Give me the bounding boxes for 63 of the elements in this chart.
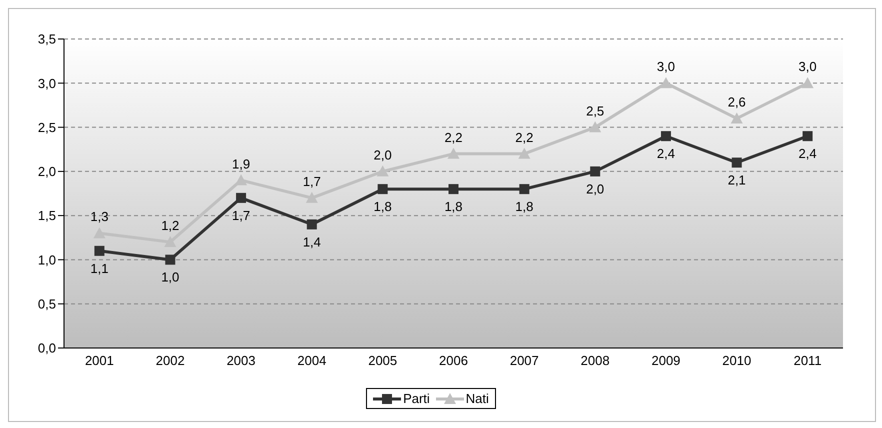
y-tick-label: 3,0 <box>38 76 56 91</box>
data-label: 2,2 <box>444 130 463 145</box>
data-label: 1,0 <box>161 270 180 285</box>
data-label: 1,7 <box>302 174 321 189</box>
data-label: 2,4 <box>656 146 675 162</box>
y-tick-label: 1,5 <box>38 208 56 224</box>
x-tick-label: 2008 <box>580 353 610 368</box>
x-tick-label: 2002 <box>156 353 185 368</box>
point <box>94 246 104 256</box>
data-label: 1,9 <box>232 156 250 172</box>
data-label: 1,4 <box>302 234 321 250</box>
data-label: 1,1 <box>90 260 108 276</box>
data-label: 2,1 <box>728 172 746 188</box>
point <box>306 192 318 203</box>
point <box>589 121 602 132</box>
point <box>732 158 742 168</box>
y-tick-label: 0,5 <box>38 296 56 312</box>
data-label: 2,0 <box>586 181 604 196</box>
data-label: 2,4 <box>798 146 817 162</box>
y-tick-label: 0,0 <box>38 340 56 356</box>
legend-label: Nati <box>464 391 489 406</box>
x-tick-label: 2007 <box>510 353 539 368</box>
x-tick-label: 2009 <box>651 353 680 368</box>
point <box>448 184 458 194</box>
x-tick-label: 2004 <box>297 353 326 368</box>
point <box>802 131 813 142</box>
data-label: 1,8 <box>444 199 463 214</box>
y-tick-label: 2,5 <box>38 120 56 135</box>
data-label: 1,8 <box>515 199 534 214</box>
point <box>448 148 460 159</box>
legend-label: Parti <box>402 391 430 406</box>
data-label: 2,0 <box>374 147 392 162</box>
data-label: 2,2 <box>515 130 534 145</box>
y-tick-label: 2,0 <box>38 164 56 180</box>
point <box>590 166 600 176</box>
point <box>93 227 106 238</box>
data-label: 1,3 <box>90 209 108 224</box>
point <box>802 77 814 88</box>
y-tick-label: 1,0 <box>38 252 56 268</box>
data-label: 1,7 <box>232 208 250 223</box>
y-tick-label: 3,5 <box>38 32 56 47</box>
point <box>730 112 743 124</box>
point <box>165 254 176 265</box>
point <box>306 219 317 230</box>
data-label: 2,6 <box>728 94 746 110</box>
point <box>519 184 530 194</box>
data-label: 2,5 <box>586 103 604 118</box>
x-tick-label: 2003 <box>226 353 256 368</box>
point <box>518 148 530 159</box>
point <box>378 184 388 194</box>
point <box>376 165 389 176</box>
data-label: 1,2 <box>161 218 180 234</box>
x-tick-label: 2010 <box>722 353 752 368</box>
x-tick-label: 2001 <box>84 353 114 368</box>
x-tick-label: 2005 <box>368 353 398 368</box>
x-tick-label: 2011 <box>794 353 822 368</box>
data-label: 3,0 <box>798 59 817 74</box>
point <box>660 77 672 88</box>
data-label: 1,8 <box>374 199 392 214</box>
x-tick-label: 2006 <box>439 353 468 368</box>
data-label: 3,0 <box>656 59 675 74</box>
point <box>660 131 671 142</box>
point <box>236 192 246 203</box>
